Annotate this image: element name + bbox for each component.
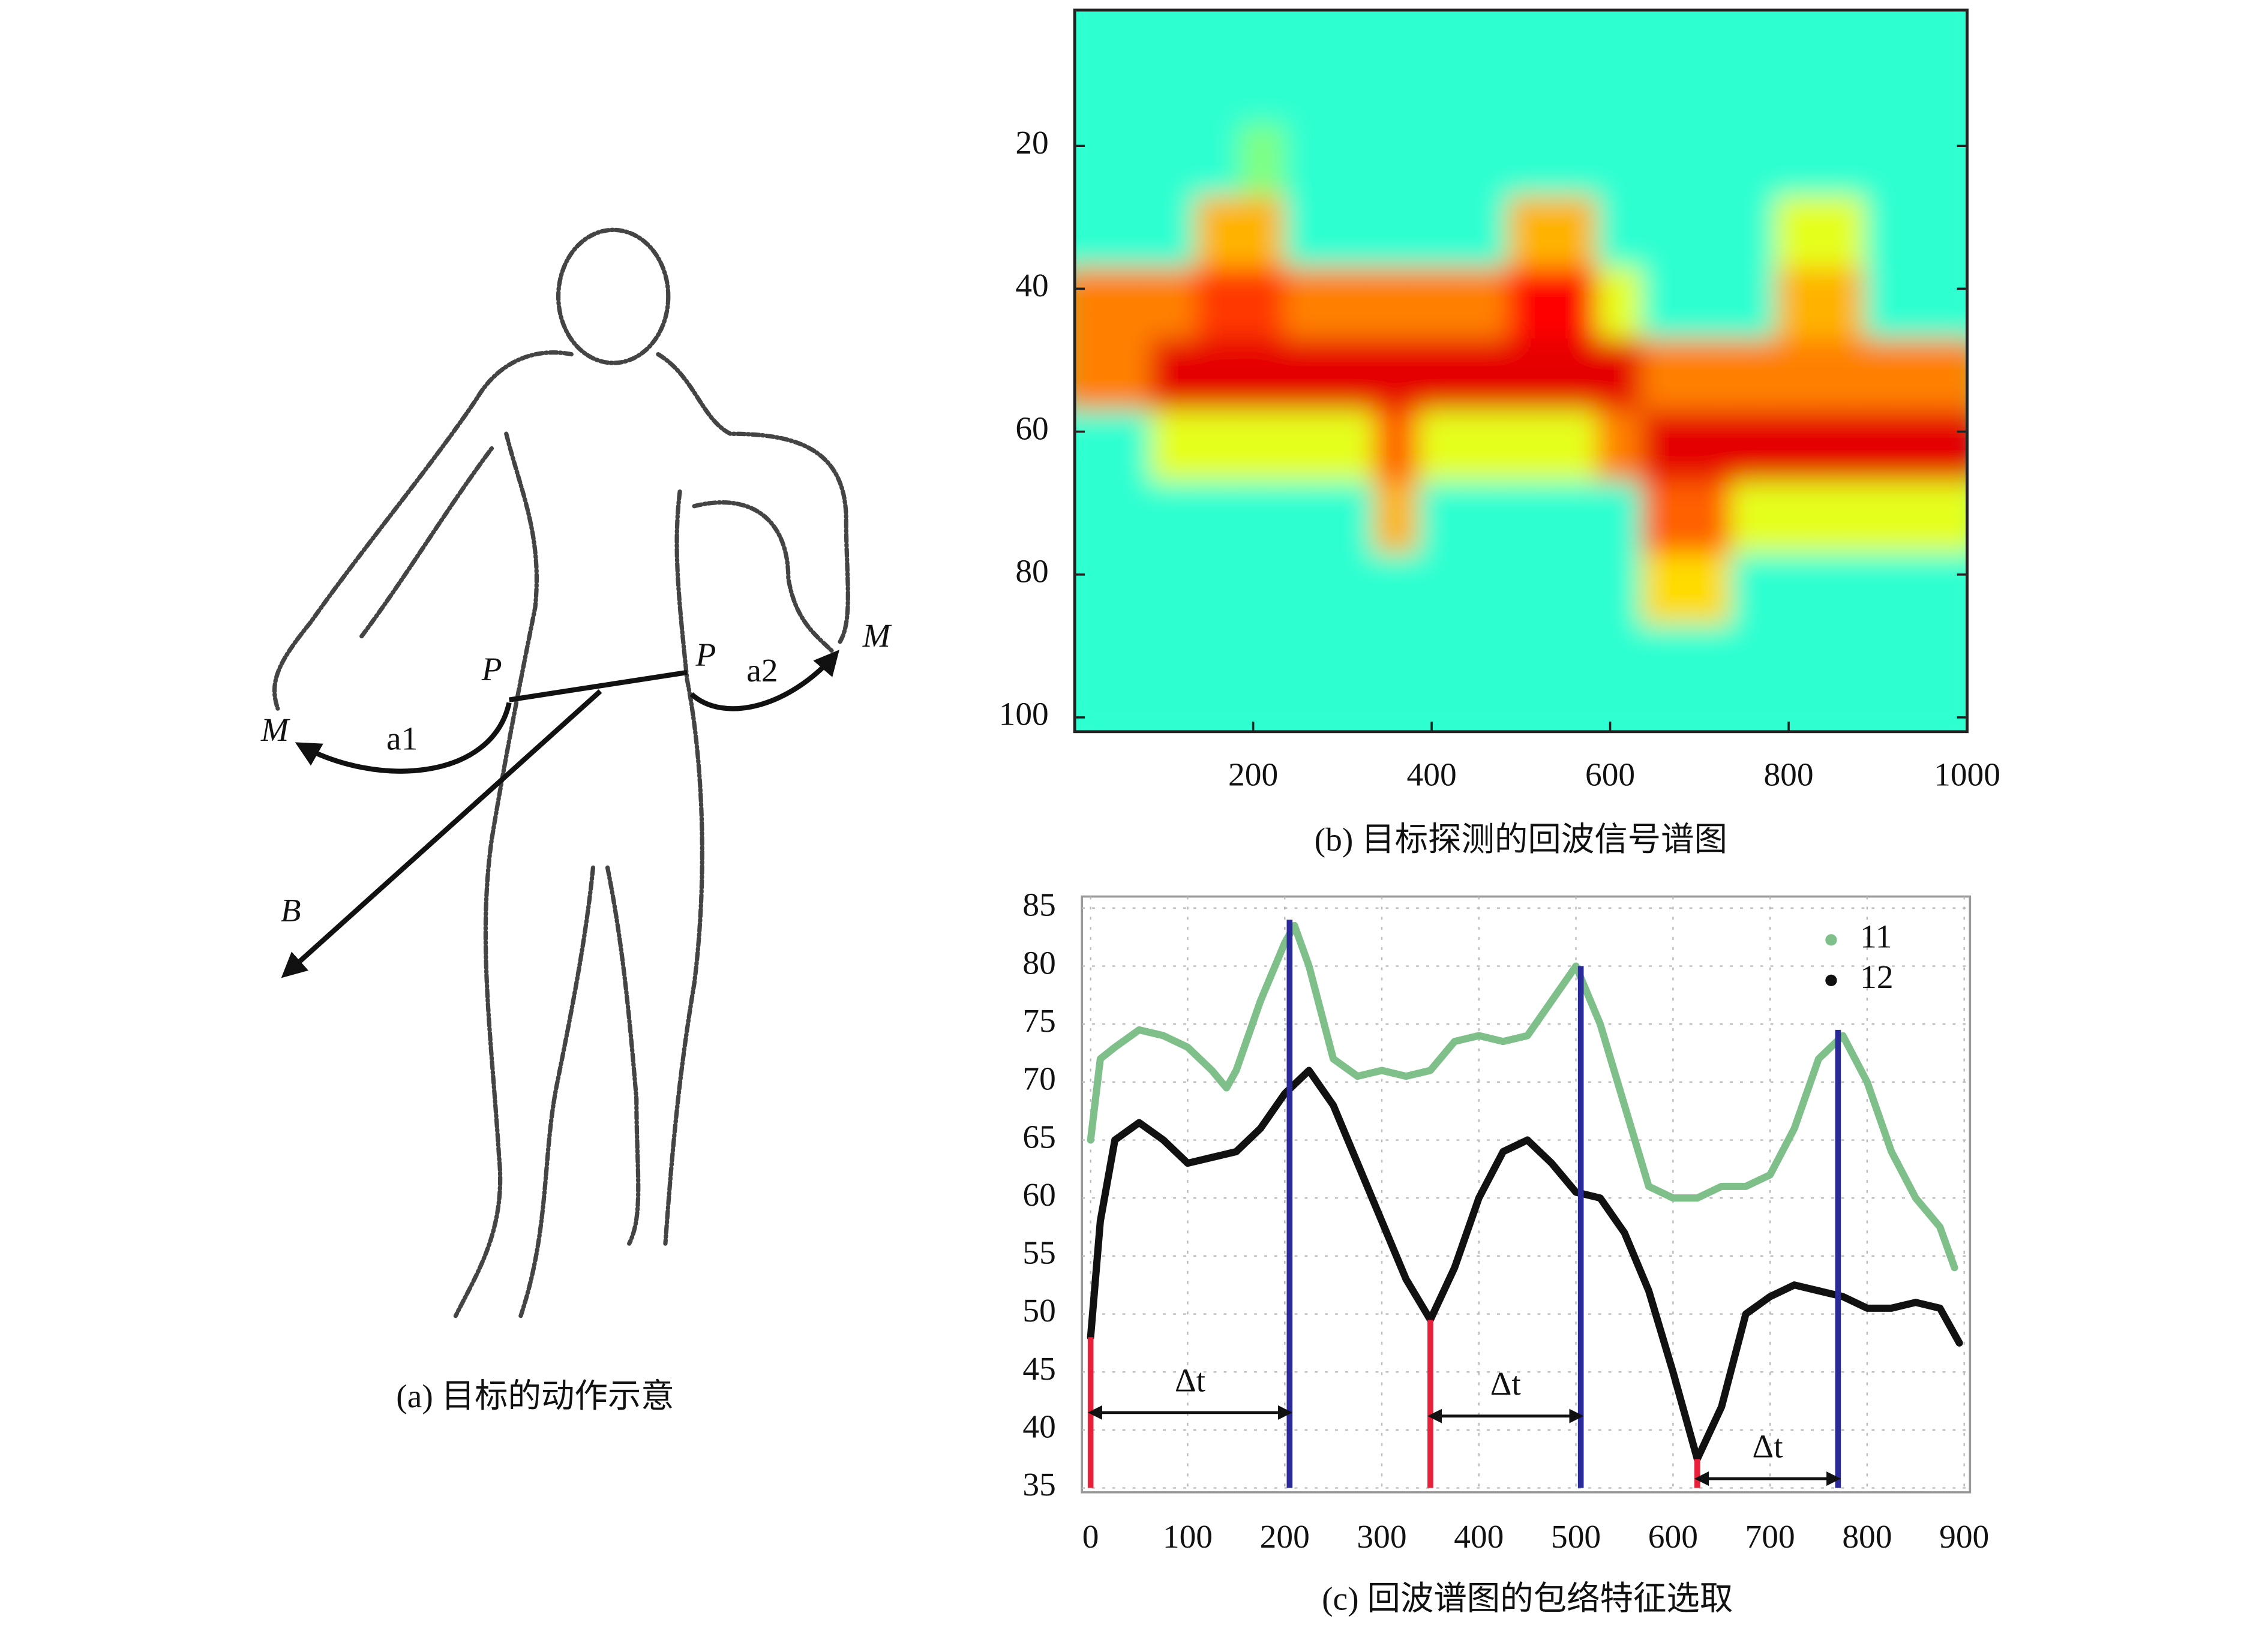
interval-label: Δt [1490, 1365, 1522, 1402]
y-tick-label: 40 [1015, 267, 1048, 304]
y-tick-label: 100 [999, 696, 1049, 732]
x-tick-label: 800 [1763, 756, 1813, 793]
y-tick-label: 45 [1022, 1350, 1055, 1387]
heatmap-cell [1909, 624, 1967, 732]
x-tick-label: 600 [1585, 756, 1635, 793]
diagram-label: a1 [386, 720, 418, 756]
series-line [1087, 1067, 1963, 1463]
y-tick-label: 60 [1022, 1176, 1055, 1213]
plot-frame [1073, 8, 1969, 734]
y-tick-label: 50 [1022, 1292, 1055, 1329]
x-tick-label: 800 [1842, 1518, 1892, 1555]
y-tick-label: 75 [1022, 1002, 1055, 1039]
legend-marker [1825, 934, 1837, 946]
x-tick-label: 700 [1745, 1518, 1795, 1555]
caption: (a) 目标的动作示意 [396, 1378, 674, 1414]
y-tick-label: 80 [1022, 944, 1055, 981]
x-tick-label: 200 [1228, 756, 1278, 793]
interval-label: Δt [1175, 1362, 1206, 1398]
motion-arrows [281, 650, 839, 978]
diagram-label: M [260, 711, 290, 748]
x-tick-label: 900 [1939, 1518, 1989, 1555]
x-tick-label: 100 [1163, 1518, 1213, 1555]
x-tick-label: 0 [1082, 1518, 1099, 1555]
y-tick-label: 55 [1022, 1234, 1055, 1271]
caption: (c) 回波谱图的包络特征选取 [1322, 1581, 1733, 1617]
legend-label: 12 [1860, 959, 1893, 995]
y-tick-label: 40 [1022, 1408, 1055, 1445]
heatmap-cells [1075, 10, 1967, 732]
x-tick-label: 1000 [1934, 756, 2000, 793]
plot-frame [1081, 895, 1972, 1494]
legend-label: 11 [1860, 918, 1892, 955]
y-tick-label: 80 [1015, 552, 1048, 589]
x-tick-label: 400 [1454, 1518, 1504, 1555]
diagram-label: M [862, 617, 892, 654]
diagram-label: a2 [746, 652, 778, 689]
diagram-label: P [481, 651, 502, 687]
legend-marker [1825, 974, 1837, 987]
y-tick-label: 60 [1015, 410, 1048, 446]
y-tick-label: 35 [1022, 1466, 1055, 1503]
y-tick-label: 20 [1015, 124, 1048, 161]
diagram-label: P [695, 636, 716, 673]
interval-label: Δt [1753, 1428, 1784, 1465]
human-sketch [272, 227, 850, 1318]
x-tick-label: 200 [1260, 1518, 1310, 1555]
x-tick-label: 600 [1648, 1518, 1698, 1555]
heatmap-blur [1075, 10, 1967, 732]
y-tick-label: 70 [1022, 1061, 1055, 1097]
x-tick-label: 500 [1551, 1518, 1601, 1555]
caption: (b) 目标探测的回波信号谱图 [1315, 821, 1727, 858]
y-tick-label: 85 [1022, 887, 1055, 923]
diagram-label: B [281, 892, 301, 929]
x-tick-label: 400 [1407, 756, 1457, 793]
x-tick-label: 300 [1357, 1518, 1406, 1555]
series-line [1087, 921, 1958, 1272]
y-tick-label: 65 [1022, 1118, 1055, 1155]
